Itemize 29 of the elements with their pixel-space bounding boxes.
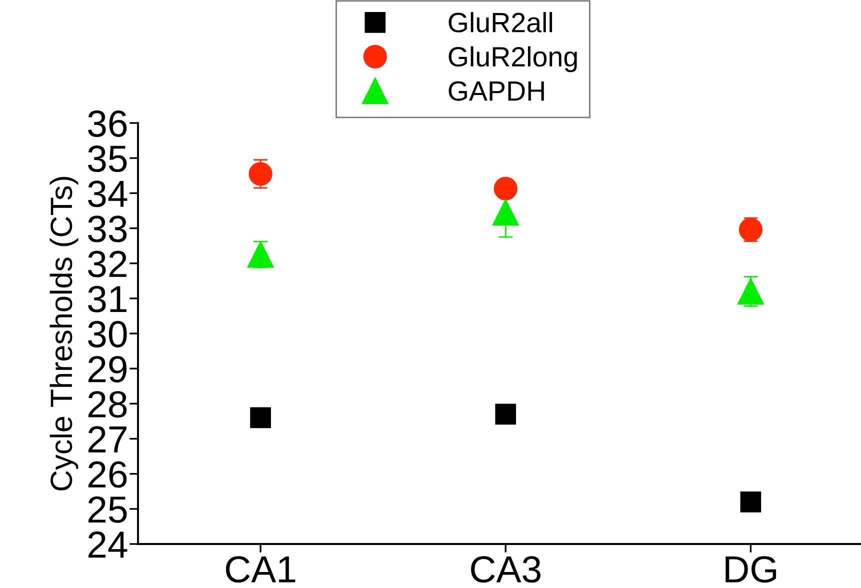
x-tick-label: DG (726, 556, 776, 583)
point (248, 162, 272, 186)
point (250, 407, 271, 428)
y-tick-label: 24 (88, 531, 128, 558)
point (495, 404, 516, 425)
legend-label: GAPDH (448, 81, 544, 101)
y-tick-label: 28 (88, 391, 127, 418)
x-tick-label: CA3 (471, 556, 540, 583)
y-tick-label: 33 (88, 216, 127, 242)
point (740, 491, 762, 512)
point (738, 278, 764, 305)
y-axis-title: Cycle Thresholds (CTs) (50, 176, 78, 490)
point (738, 218, 763, 242)
y-tick-label: 25 (88, 496, 127, 523)
y-tick-label: 34 (88, 180, 128, 208)
point (492, 199, 519, 226)
legend-label: GluR2all (448, 12, 552, 32)
point (494, 176, 518, 200)
y-tick-label: 31 (88, 286, 126, 312)
y-tick-label: 27 (88, 426, 126, 452)
legend-label: GluR2long (448, 46, 577, 72)
point (247, 241, 274, 268)
y-tick-label: 26 (88, 461, 127, 488)
x-tick-label: CA1 (226, 556, 296, 583)
y-tick-label: 35 (88, 145, 127, 172)
y-tick-label: 30 (88, 320, 127, 348)
y-tick-label: 36 (88, 110, 127, 137)
y-tick-label: 32 (88, 250, 126, 278)
y-tick-label: 29 (88, 356, 127, 383)
